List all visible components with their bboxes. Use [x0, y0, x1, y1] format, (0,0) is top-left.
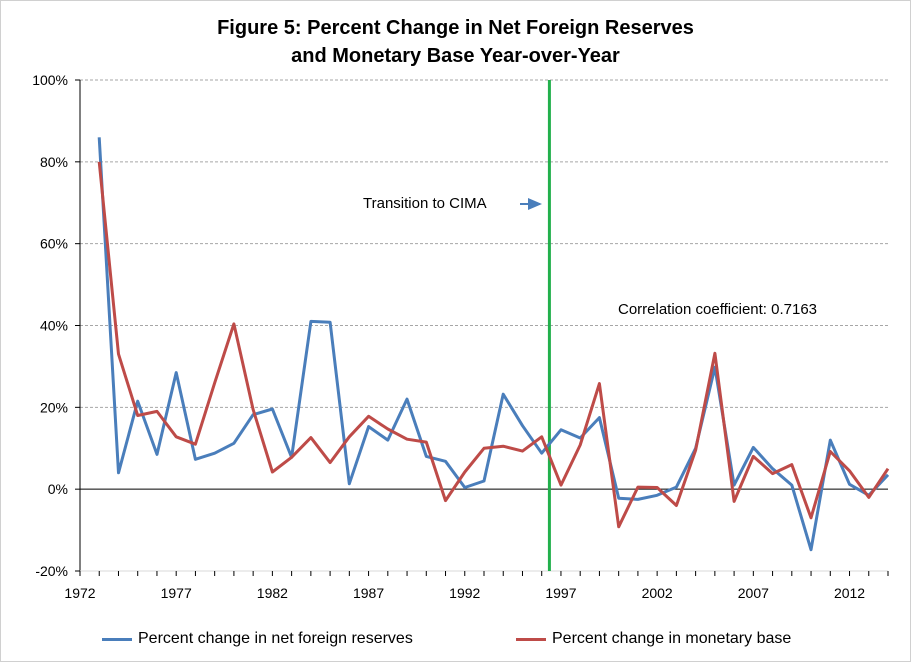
x-tick-label: 2007	[738, 585, 769, 601]
legend-label-reserves: Percent change in net foreign reserves	[138, 630, 413, 647]
x-tick-label: 1977	[161, 585, 192, 601]
y-tick-label: 60%	[40, 236, 68, 252]
series-line-reserves	[97, 137, 890, 552]
y-axis-ticks: -20% 0% 20% 40% 60% 80% 100%	[32, 72, 80, 579]
legend-item-monetary-base: Percent change in monetary base	[516, 630, 791, 648]
x-tick-label: 1992	[449, 585, 480, 601]
x-tick-label: 1997	[545, 585, 576, 601]
x-tick-label: 1982	[257, 585, 288, 601]
x-tick-label: 1987	[353, 585, 384, 601]
legend-label-monetary-base: Percent change in monetary base	[552, 630, 792, 647]
transition-annotation: Transition to CIMA	[363, 195, 487, 212]
x-axis-ticks: 1972 1977 1982 1987 1992 1997 2002 2007 2012	[64, 571, 889, 601]
y-tick-label: 40%	[40, 318, 68, 334]
legend-item-reserves: Percent change in net foreign reserves	[102, 630, 413, 648]
chart-title-line-1: Figure 5: Percent Change in Net Foreign …	[217, 17, 694, 39]
line-chart: -20%0%20%40%60%80%100% 1972 1977 1982 1987 1…	[32, 72, 890, 601]
x-tick-label: 2012	[834, 585, 865, 601]
chart-title-line-2: and Monetary Base Year-over-Year	[291, 45, 620, 67]
series-line-monetary-base	[97, 161, 890, 529]
y-tick-label: 20%	[40, 399, 68, 415]
legend-swatch-monetary-base	[516, 637, 546, 641]
y-tick-label: 80%	[40, 154, 68, 170]
x-tick-label: 2002	[642, 585, 673, 601]
data-series	[97, 137, 890, 552]
correlation-annotation: Correlation coefficient: 0.7163	[618, 301, 817, 318]
gridlines	[80, 79, 888, 572]
chart-title: Figure 5: Percent Change in Net Foreign …	[0, 14, 911, 70]
y-tick-label: 0%	[48, 481, 68, 497]
x-tick-label: 1972	[64, 585, 95, 601]
y-tick-label: 100%	[32, 72, 68, 88]
y-tick-label: -20%	[35, 563, 68, 579]
annotations: Transition to CIMA Correlation coefficie…	[363, 195, 817, 318]
legend: Percent change in net foreign reserves P…	[0, 630, 911, 652]
legend-swatch-reserves	[102, 637, 132, 641]
